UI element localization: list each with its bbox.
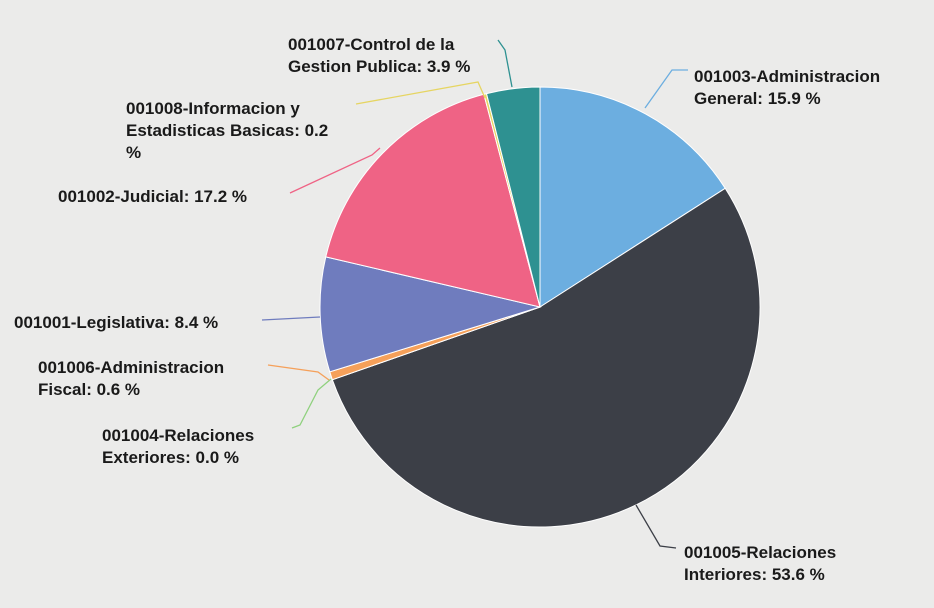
connector xyxy=(289,147,381,194)
pie-slice xyxy=(485,86,541,308)
connector xyxy=(355,81,486,105)
data-label: 001003-Administracion General: 15.9 % xyxy=(694,67,881,108)
pie-slice xyxy=(331,187,761,528)
pie-slice xyxy=(319,256,542,373)
connector xyxy=(267,364,330,381)
data-label: 001008-Informacion y Estadisticas Basica… xyxy=(126,99,329,162)
pie-slice xyxy=(539,86,726,308)
connector xyxy=(291,378,332,429)
data-label: 001001-Legislativa: 8.4 % xyxy=(14,313,219,332)
connector xyxy=(497,39,513,88)
connector xyxy=(644,69,688,109)
data-label: 001002-Judicial: 17.2 % xyxy=(58,187,248,206)
data-label: 001006-Administracion Fiscal: 0.6 % xyxy=(38,358,225,399)
data-label: 001005-Relaciones Interiores: 53.6 % xyxy=(684,543,837,584)
data-label: 001004-Relaciones Exteriores: 0.0 % xyxy=(102,426,255,467)
pie-slice xyxy=(325,93,541,308)
connector xyxy=(261,316,321,321)
data-label: 001007-Control de la Gestion Publica: 3.… xyxy=(288,35,471,76)
connector xyxy=(635,504,677,549)
